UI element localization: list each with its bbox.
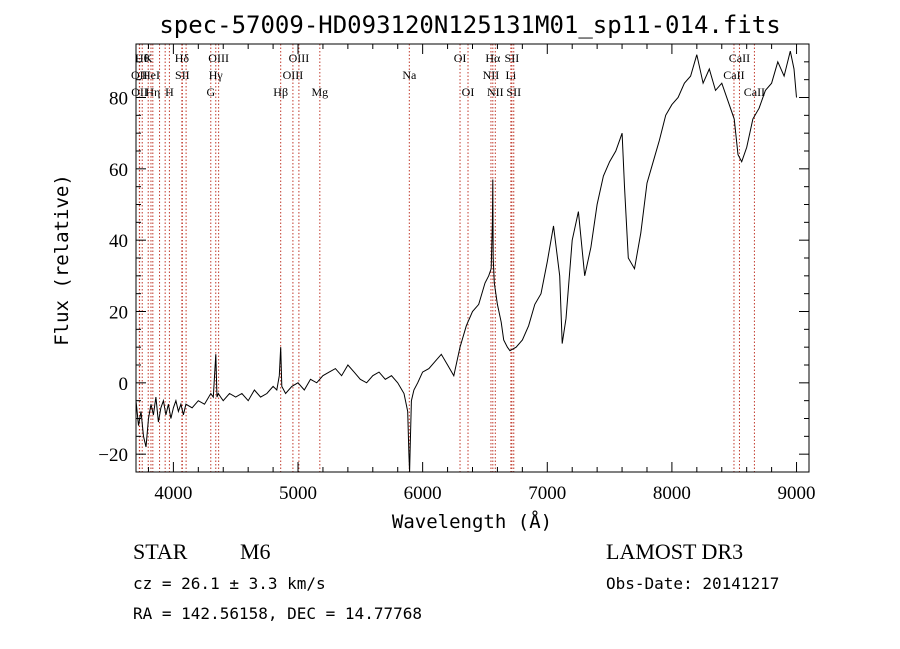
y-tick-label: 60: [109, 160, 128, 181]
spectral-line-label: OIII: [283, 68, 304, 82]
spectral-line-label: OI: [462, 85, 475, 99]
spectral-line-label: Hα: [485, 51, 501, 65]
spectral-line-label: SII: [175, 68, 190, 82]
spectral-line-label: CaII: [729, 51, 750, 65]
y-axis-ticks: −20 0 20 40 60 80: [98, 43, 809, 473]
spectral-line-label: Hδ: [175, 51, 190, 65]
spectral-line-label: OII: [131, 68, 148, 82]
line-markers: [138, 44, 755, 472]
spectrum-line: [135, 50, 797, 473]
spectral-line-label: H: [165, 85, 174, 99]
y-axis-label: Flux (relative): [51, 174, 73, 346]
spectral-line-label: HeI: [142, 68, 160, 82]
plot-frame: [135, 43, 810, 473]
spectral-line-label: CaII: [744, 85, 765, 99]
spectral-line-label: G: [206, 85, 215, 99]
spectral-line-label: OIII: [289, 51, 310, 65]
spectral-line-label: K: [144, 51, 153, 65]
spectral-line-label: OII: [131, 85, 148, 99]
ra-dec-coordinates: RA = 142.56158, DEC = 14.77768: [133, 604, 422, 623]
spectral-line-label: Hγ: [209, 68, 224, 82]
spectral-line-label: OIII: [208, 51, 229, 65]
spectral-line-label: Hη: [145, 85, 160, 99]
y-tick-label: 0: [119, 374, 129, 395]
object-subclass: M6: [240, 539, 271, 564]
x-tick-label: 4000: [154, 483, 192, 504]
x-tick-label: 9000: [778, 483, 816, 504]
x-axis-label: Wavelength (Å): [392, 510, 552, 533]
y-tick-label: −20: [98, 445, 128, 466]
observation-date: Obs-Date: 20141217: [606, 574, 779, 593]
y-tick-label: 40: [109, 231, 128, 252]
y-tick-label: 20: [109, 303, 128, 324]
x-tick-label: 8000: [653, 483, 691, 504]
survey-name: LAMOST DR3: [606, 539, 743, 564]
spectral-line-label: NII: [487, 85, 504, 99]
object-class: STAR: [133, 539, 188, 564]
spectral-line-label: Mg: [311, 85, 328, 99]
x-tick-label: 6000: [404, 483, 442, 504]
x-tick-label: 7000: [528, 483, 566, 504]
spectral-line-label: CaII: [723, 68, 744, 82]
y-tick-label: 80: [109, 89, 128, 110]
spectral-line-label: Hβ: [273, 85, 288, 99]
spectral-line-label: OI: [454, 51, 467, 65]
redshift-velocity: cz = 26.1 ± 3.3 km/s: [133, 574, 326, 593]
x-axis-ticks: 4000 5000 6000 7000 8000 9000: [147, 44, 816, 504]
x-tick-label: 5000: [279, 483, 317, 504]
spectral-line-label: Na: [402, 68, 417, 82]
spectral-line-label: Li: [506, 68, 517, 82]
chart-title: spec-57009-HD093120N125131M01_sp11-014.f…: [159, 11, 780, 39]
spectral-line-label: SII: [505, 51, 520, 65]
spectral-line-label: NII: [483, 68, 500, 82]
spectral-line-label: SII: [506, 85, 521, 99]
